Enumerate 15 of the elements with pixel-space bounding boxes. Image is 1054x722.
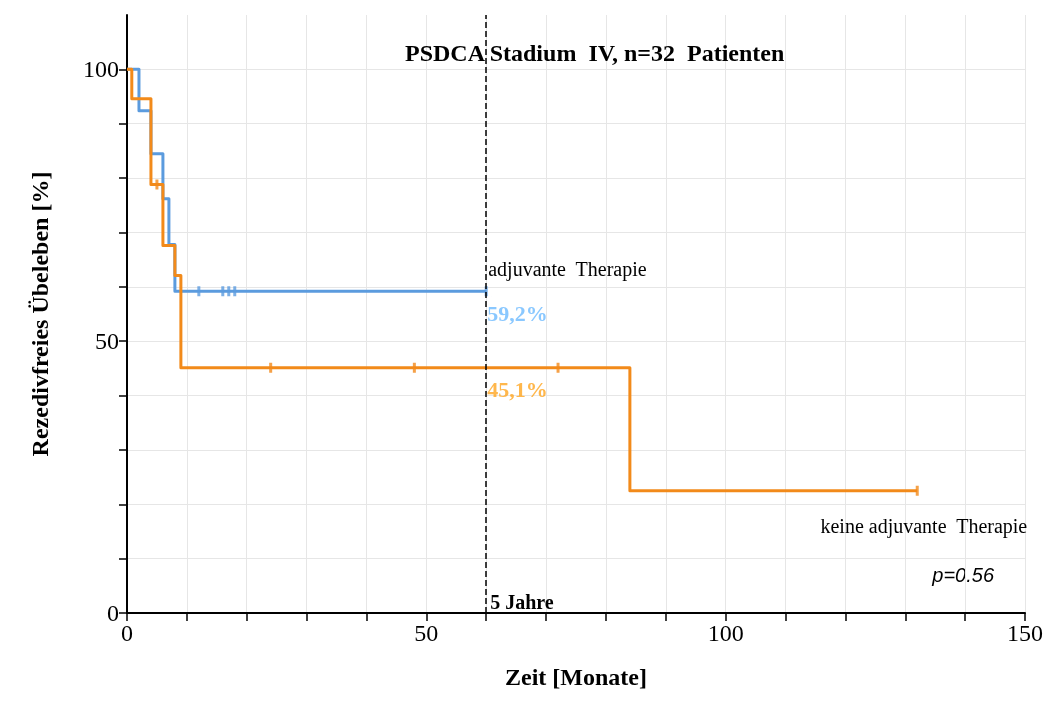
annotation: 45,1%	[487, 377, 548, 403]
annotation: p=0.56	[931, 564, 995, 586]
y-tick-label: 0	[107, 600, 119, 626]
x-tick-label: 150	[1007, 620, 1043, 646]
y-tick-label: 50	[95, 328, 119, 355]
x-axis-title: Zeit [Monate]	[505, 664, 647, 690]
series-label: adjuvante Therapie	[488, 258, 647, 282]
x-tick-label: 100	[707, 620, 744, 646]
series-label: keine adjuvante Therapie	[820, 514, 1028, 538]
x-tick-label: 50	[414, 620, 439, 646]
text: PSDCA Stadium IV, n=32 Patienten	[405, 40, 785, 66]
annotation: 59,2%	[487, 300, 548, 326]
y-axis-title: Rezedivfreies Übeleben [%]	[27, 171, 53, 457]
ref-line-label: 5 Jahre	[490, 591, 554, 613]
y-tick-label: 100	[83, 56, 119, 83]
